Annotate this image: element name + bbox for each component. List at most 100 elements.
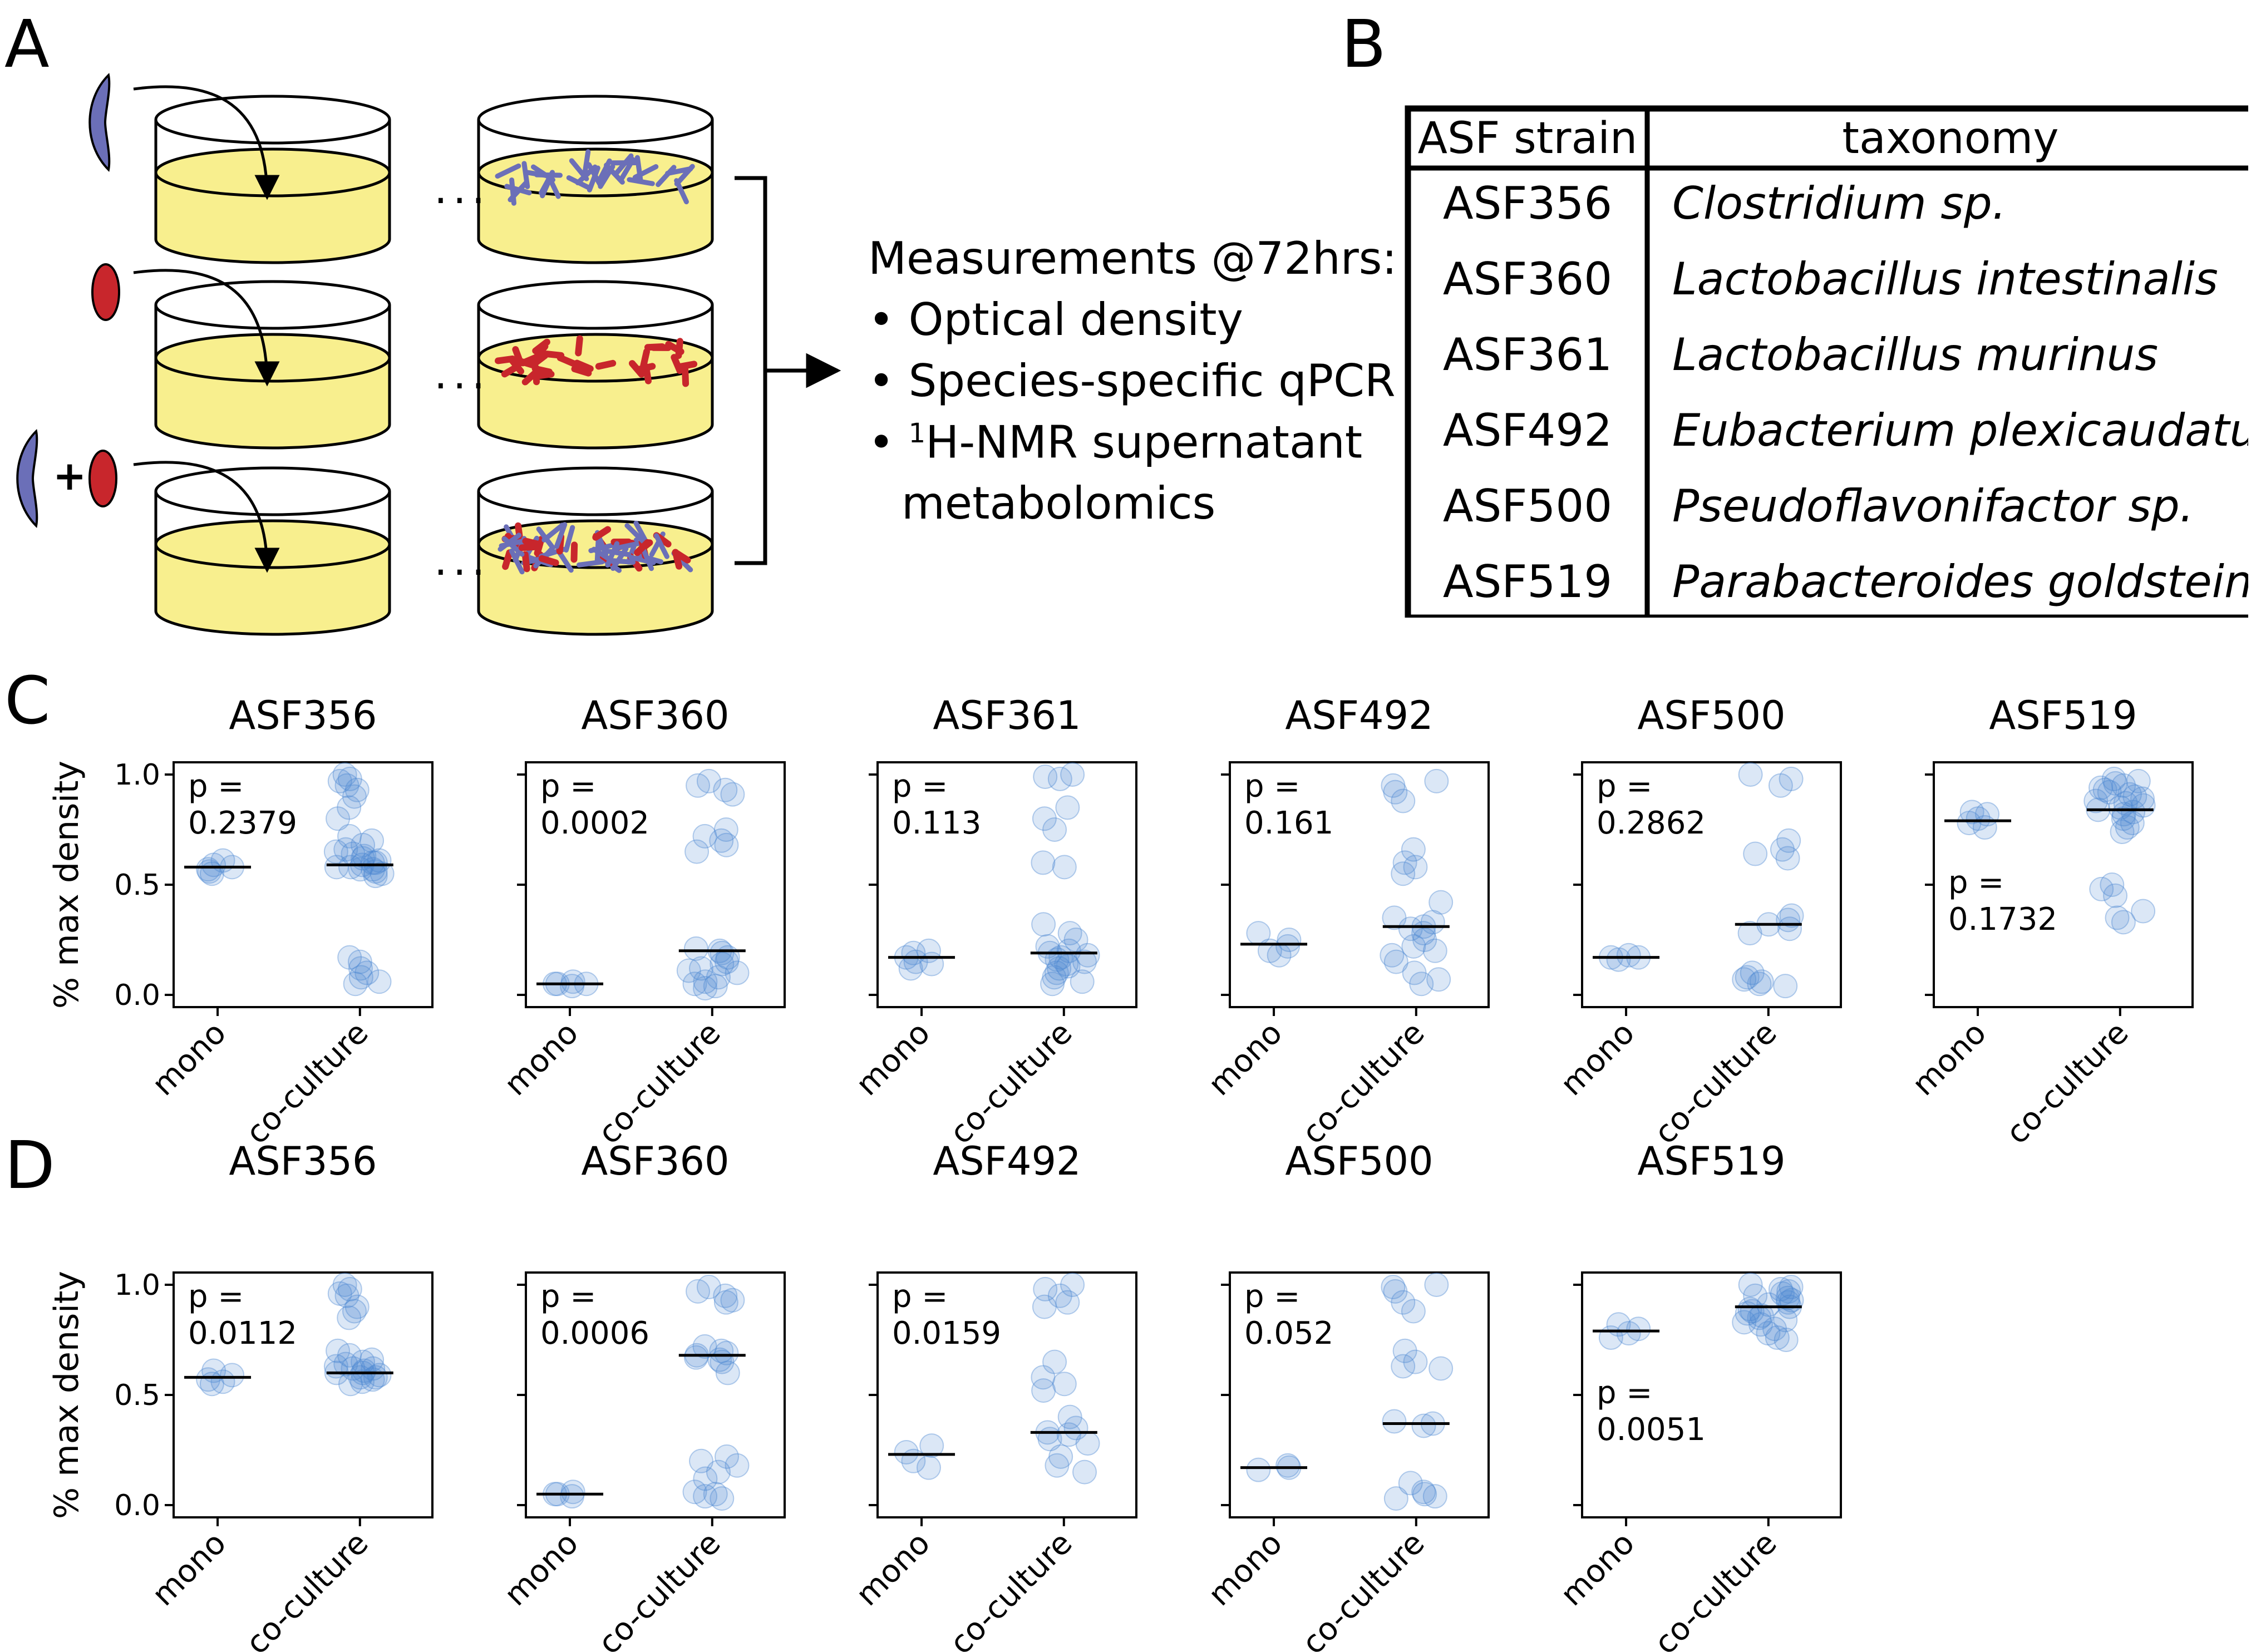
table-cell-strain: ASF356 xyxy=(1443,177,1612,229)
data-point-coculture xyxy=(326,1338,351,1363)
data-point-coculture xyxy=(1768,773,1793,798)
data-point-coculture xyxy=(707,1347,732,1372)
data-point-coculture xyxy=(1775,1285,1800,1310)
data-point-mono xyxy=(1966,806,1991,831)
data-point-coculture xyxy=(1740,960,1765,985)
table-header-taxonomy: taxonomy xyxy=(1842,114,2058,164)
data-point-coculture xyxy=(720,1288,745,1313)
data-point-coculture xyxy=(1391,788,1416,813)
data-point-coculture xyxy=(349,1369,375,1394)
data-point-coculture xyxy=(1422,1484,1447,1509)
data-point-coculture xyxy=(1411,1480,1436,1505)
data-point-coculture xyxy=(344,1294,370,1319)
data-point-coculture xyxy=(1779,766,1804,791)
data-point-mono xyxy=(903,949,928,974)
x-tick-label: co-culture xyxy=(1647,1525,1784,1652)
x-tick-label: mono xyxy=(1554,1015,1642,1103)
data-point-coculture xyxy=(1773,1308,1798,1333)
inoculation-arrow-3 xyxy=(133,461,280,573)
data-point-coculture xyxy=(2111,806,2136,831)
data-point-coculture xyxy=(1768,1276,1793,1301)
data-point-coculture xyxy=(1382,1409,1407,1434)
data-point-coculture xyxy=(1055,1290,1080,1315)
data-point-coculture xyxy=(1770,1281,1795,1306)
data-point-coculture xyxy=(1031,912,1056,937)
data-point-coculture xyxy=(1042,817,1067,842)
subplot-title: ASF361 xyxy=(933,693,1081,738)
data-point-coculture xyxy=(714,832,739,857)
data-point-coculture xyxy=(1070,969,1095,994)
table-cell-taxonomy: Pseudoflavonifactor sp. xyxy=(1672,480,2194,532)
data-point-coculture xyxy=(337,1276,362,1301)
table-cell-strain: ASF361 xyxy=(1443,329,1612,381)
data-point-coculture xyxy=(1047,766,1072,791)
data-point-coculture xyxy=(713,1290,738,1315)
data-point-coculture xyxy=(714,1444,739,1469)
data-point-coculture xyxy=(1401,1299,1426,1324)
measurement-item-1-text: Optical density xyxy=(908,294,1243,346)
data-point-coculture xyxy=(1032,806,1057,831)
measurements-title: Measurements @72hrs: xyxy=(868,233,1397,284)
x-tick-label: mono xyxy=(145,1015,233,1103)
blue-species-icon xyxy=(88,72,111,172)
data-point-coculture xyxy=(1056,954,1081,979)
data-point-coculture xyxy=(2122,784,2147,809)
red-species-icon xyxy=(91,263,120,321)
data-point-mono xyxy=(898,956,923,981)
table-cell-strain: ASF519 xyxy=(1443,556,1612,608)
measurement-item-3-text: H-NMR supernatant xyxy=(925,416,1363,469)
p-value: 0.2862 xyxy=(1597,805,1706,841)
data-point-coculture xyxy=(2083,788,2109,813)
data-point-coculture xyxy=(1398,1471,1423,1496)
data-point-coculture xyxy=(693,1466,718,1491)
blue-species-icon xyxy=(16,428,38,529)
x-tick-label: mono xyxy=(849,1015,937,1103)
p-value: 0.0006 xyxy=(540,1315,649,1352)
data-point-coculture xyxy=(348,857,373,882)
p-label: p = xyxy=(540,1279,596,1315)
data-point-coculture xyxy=(683,1345,708,1370)
y-tick-label: 0.0 xyxy=(114,979,160,1012)
data-point-coculture xyxy=(1737,1296,1762,1321)
data-point-mono xyxy=(560,974,585,999)
data-point-coculture xyxy=(1063,1416,1088,1441)
panel-a-schematic: + ......... xyxy=(16,72,841,636)
data-point-coculture xyxy=(1032,1294,1057,1319)
data-point-coculture xyxy=(367,848,392,873)
data-point-coculture xyxy=(706,1459,731,1485)
panel-label-d: D xyxy=(4,1127,55,1204)
ellipsis-dots: ... xyxy=(434,349,491,398)
data-point-mono xyxy=(1598,1325,1623,1350)
data-point-coculture xyxy=(1383,1486,1408,1511)
table-cell-strain: ASF492 xyxy=(1443,405,1612,456)
data-point-coculture xyxy=(327,1281,352,1306)
x-tick-label: mono xyxy=(497,1015,585,1103)
data-point-coculture xyxy=(683,936,708,961)
data-point-coculture xyxy=(709,828,734,853)
data-point-coculture xyxy=(2097,780,2122,805)
data-point-coculture xyxy=(692,823,717,849)
data-point-coculture xyxy=(1042,1349,1067,1374)
data-point-coculture xyxy=(1060,762,1085,787)
data-point-coculture xyxy=(1401,934,1426,959)
data-point-coculture xyxy=(2092,777,2117,802)
data-point-coculture xyxy=(1422,938,1447,963)
data-point-coculture xyxy=(1748,1312,1773,1337)
strain-table: ASF strain taxonomy ASF356 Clostridium sp. A… xyxy=(1405,105,2248,618)
data-point-mono xyxy=(196,1367,221,1392)
x-tick-label: mono xyxy=(1554,1525,1642,1613)
data-point-coculture xyxy=(1411,1413,1436,1438)
data-point-mono xyxy=(916,1455,941,1480)
data-point-mono xyxy=(560,1480,585,1505)
data-point-coculture xyxy=(348,956,373,981)
data-point-mono xyxy=(901,940,926,965)
y-axis-label: % max density xyxy=(47,761,86,1009)
data-point-coculture xyxy=(714,1340,739,1365)
data-point-coculture xyxy=(2089,876,2114,901)
data-point-coculture xyxy=(725,960,750,985)
table-border xyxy=(1405,105,2248,618)
data-point-coculture xyxy=(1042,965,1067,990)
data-point-coculture xyxy=(703,974,728,999)
